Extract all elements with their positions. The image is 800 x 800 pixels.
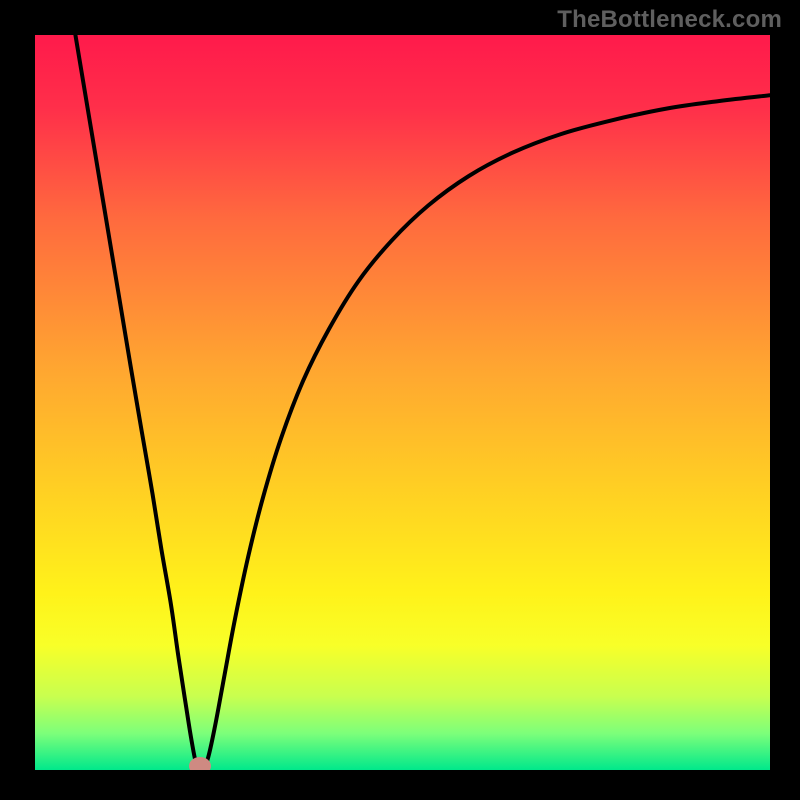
curve-svg [35, 35, 770, 770]
chart-container: TheBottleneck.com [0, 0, 800, 800]
bottleneck-curve-path [75, 35, 770, 770]
plot-area [35, 35, 770, 770]
watermark-text: TheBottleneck.com [557, 6, 782, 34]
